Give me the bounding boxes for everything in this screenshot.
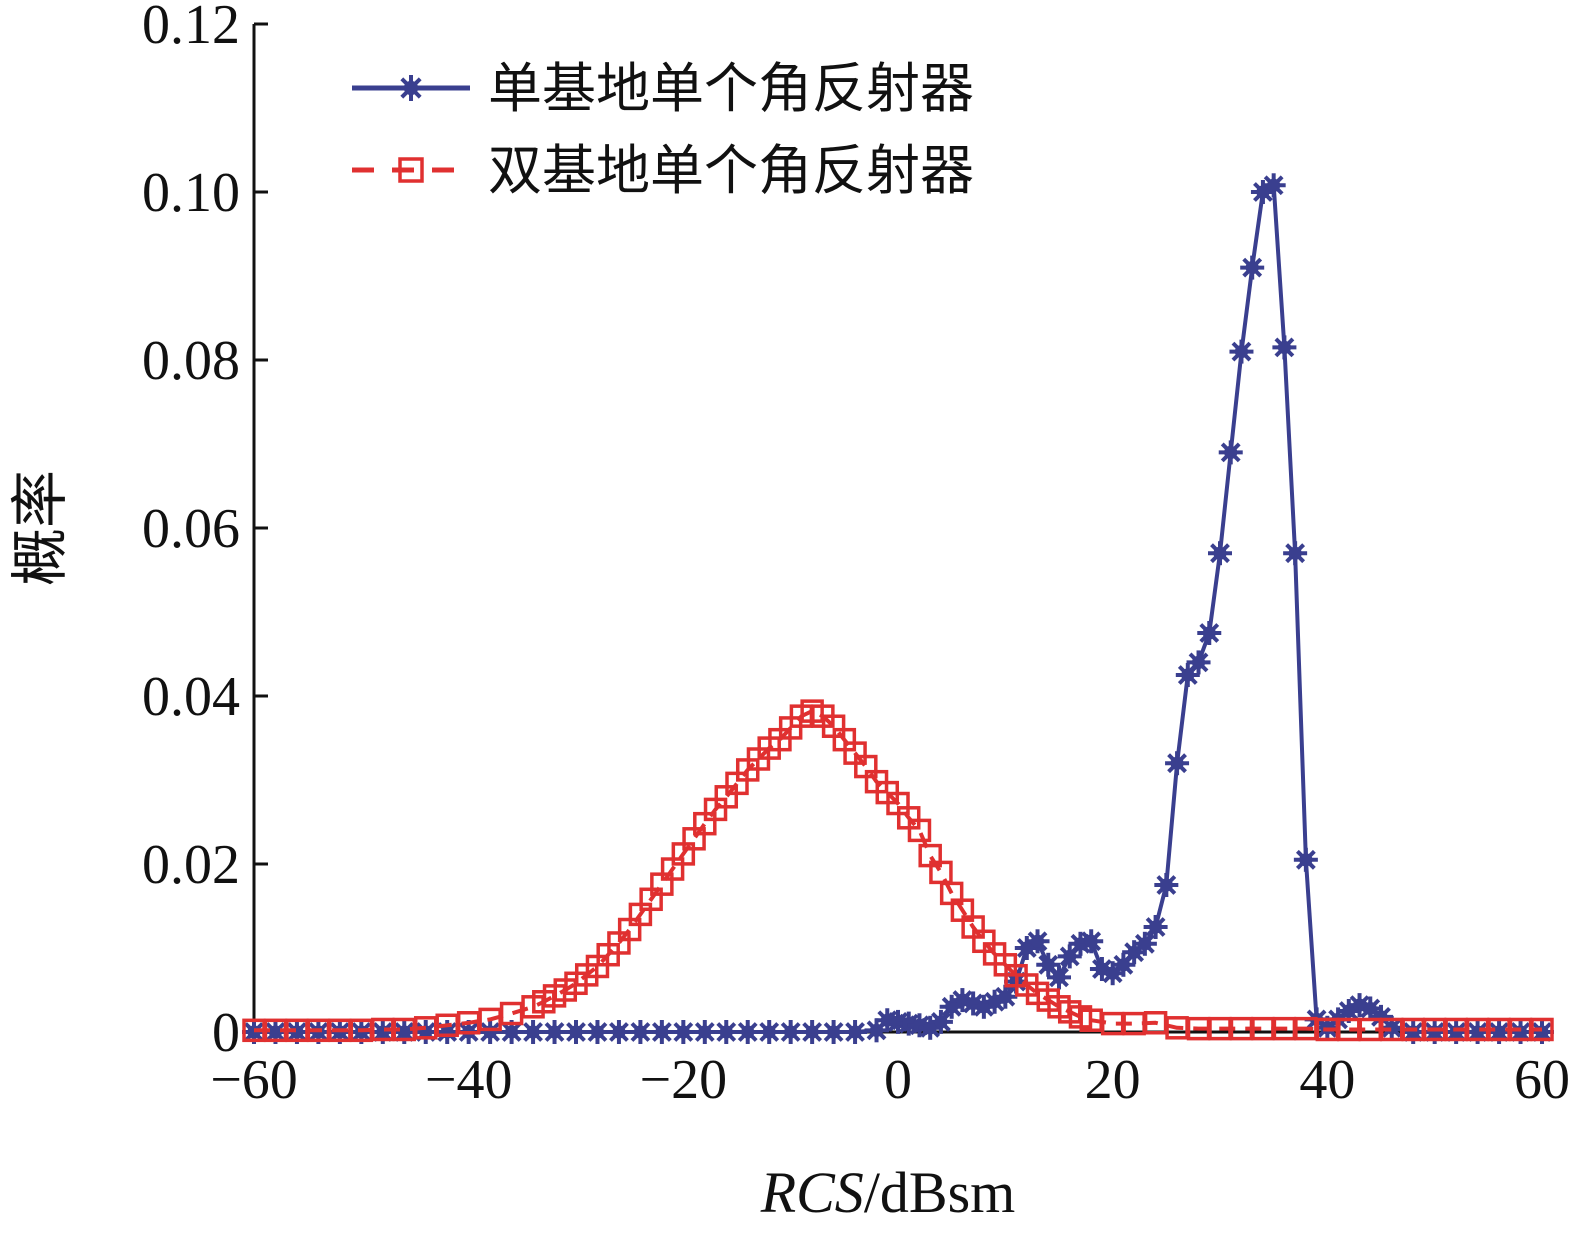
star-marker-core: [762, 1025, 776, 1039]
star-marker-core: [505, 1025, 519, 1039]
star-marker-core: [1030, 934, 1045, 948]
x-tick-label: 60: [1514, 1049, 1570, 1111]
series-2: [242, 699, 1554, 1043]
star-marker-core: [934, 1015, 948, 1029]
star-marker-core: [612, 1025, 626, 1039]
axes: 0 0.02 0.04 0.06 0.08 0.10 0.12 −60 −40 −20 0 20 40 6…: [142, 0, 1570, 1111]
star-marker-core: [1245, 261, 1259, 275]
star-marker-core: [998, 990, 1012, 1004]
star-marker-core: [569, 1025, 583, 1039]
star-marker-core: [376, 1025, 390, 1039]
star-marker-core: [1213, 546, 1227, 560]
star-marker-core: [1149, 920, 1163, 934]
y-tick-label: 0.10: [142, 162, 240, 224]
x-axis-title-unit: /dBsm: [864, 1160, 1016, 1225]
star-marker-core: [655, 1025, 669, 1039]
star-marker-core: [633, 1025, 648, 1039]
star-marker-core: [268, 1025, 283, 1039]
star-marker-core: [676, 1025, 690, 1039]
x-tick-label: 20: [1085, 1049, 1141, 1111]
x-axis-title: RCS/dBsm: [760, 1160, 1016, 1225]
star-marker-core: [403, 80, 419, 96]
star-marker-core: [1288, 546, 1302, 560]
y-tick-label: 0: [212, 1002, 240, 1064]
series-line: [254, 183, 1542, 1034]
star-marker-core: [827, 1025, 841, 1039]
series-layer: [242, 173, 1554, 1044]
series-line: [254, 709, 1542, 1033]
y-tick-label: 0.04: [142, 666, 240, 728]
star-marker-core: [547, 1025, 562, 1039]
legend-label: 双基地单个角反射器: [488, 141, 974, 201]
y-tick-label: 0.12: [142, 0, 240, 56]
star-marker-core: [1234, 345, 1249, 359]
legend-item-2: 双基地单个角反射器: [352, 141, 974, 201]
star-marker-core: [1299, 853, 1313, 867]
x-tick-label: −20: [640, 1049, 728, 1111]
star-marker-core: [1191, 655, 1206, 670]
star-marker-core: [1170, 756, 1184, 770]
x-tick-label: −60: [210, 1049, 298, 1111]
y-tick-label: 0.06: [142, 498, 240, 560]
star-marker-core: [1513, 1025, 1528, 1039]
star-marker-core: [1428, 1025, 1442, 1039]
star-marker-core: [784, 1025, 798, 1039]
star-marker-core: [1406, 1025, 1420, 1039]
star-marker-core: [1020, 941, 1034, 955]
x-tick-label: −40: [425, 1049, 513, 1111]
star-marker-core: [590, 1025, 605, 1039]
star-marker-core: [1277, 340, 1291, 354]
square-marker: [907, 818, 932, 843]
legend-label: 单基地单个角反射器: [488, 59, 974, 119]
star-marker-core: [483, 1025, 497, 1039]
star-marker-core: [1224, 445, 1238, 459]
star-marker-core: [945, 1000, 959, 1014]
star-marker-core: [1084, 934, 1098, 948]
star-marker-core: [719, 1025, 733, 1039]
star-marker-core: [397, 1025, 411, 1039]
square-marker: [398, 157, 424, 183]
star-marker-core: [1471, 1025, 1485, 1039]
x-tick-label: 0: [884, 1049, 912, 1111]
star-marker-core: [1256, 185, 1270, 199]
star-marker-core: [741, 1025, 755, 1039]
y-tick-label: 0.02: [142, 834, 240, 896]
star-marker-core: [848, 1025, 862, 1039]
series-1: [242, 173, 1554, 1044]
legend-item-1: 单基地单个角反射器: [352, 59, 974, 119]
axis-titles: RCS/dBsm 概率: [8, 470, 1015, 1225]
y-tick-label: 0.08: [142, 330, 240, 392]
star-marker-core: [1267, 178, 1281, 192]
x-axis-title-italic: RCS: [760, 1160, 864, 1225]
square-marker: [1530, 1017, 1554, 1042]
y-axis-title: 概率: [8, 470, 73, 586]
star-marker-core: [1492, 1025, 1506, 1039]
star-marker-core: [1138, 937, 1152, 951]
star-marker-core: [805, 1025, 819, 1039]
star-marker-core: [1202, 626, 1216, 640]
star-marker-core: [526, 1025, 540, 1039]
star-marker-core: [1052, 970, 1066, 985]
star-marker-core: [1159, 878, 1173, 892]
x-tick-label: 40: [1299, 1049, 1355, 1111]
star-marker-core: [698, 1025, 712, 1039]
star-marker-core: [1449, 1025, 1463, 1039]
star-marker-core: [1535, 1025, 1549, 1039]
